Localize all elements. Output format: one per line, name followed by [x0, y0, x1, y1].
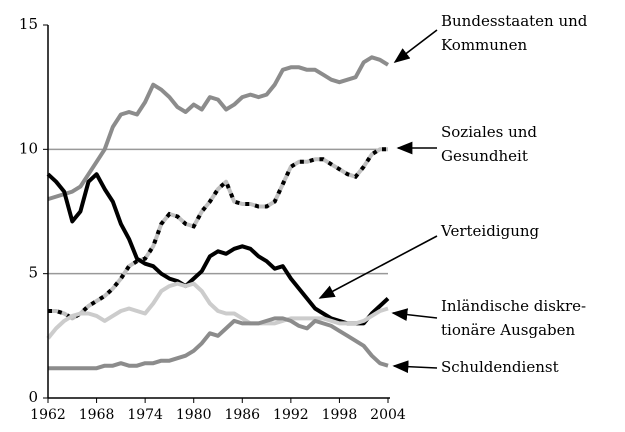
series-label: Schuldendienst — [441, 358, 559, 376]
series-label: Verteidigung — [440, 222, 540, 240]
x-tick-label: 1992 — [273, 407, 309, 423]
x-tick-label: 1974 — [127, 407, 163, 423]
labels: 0 5 10 15 1962 1968 1974 1980 1986 1992 1998 2004 Bu… — [19, 12, 588, 423]
x-tick-label: 1980 — [176, 407, 212, 423]
series-label: Bundesstaaten und — [441, 12, 588, 30]
series-label: Inländische diskre- — [441, 297, 586, 315]
arrow — [318, 235, 438, 299]
series-line — [46, 172, 390, 326]
series-label: tionäre Ausgaben — [441, 321, 575, 339]
x-tick-label: 2004 — [370, 407, 406, 423]
series-label: Kommunen — [441, 36, 527, 54]
y-tick-label: 15 — [19, 15, 38, 33]
x-tick-label: 1998 — [322, 407, 358, 423]
series-line — [47, 55, 390, 202]
x-tick-label: 1986 — [224, 407, 260, 423]
arrow — [392, 360, 438, 374]
series-line — [48, 316, 389, 371]
x-tick-label: 1968 — [79, 407, 115, 423]
lines — [46, 55, 390, 371]
series-label: Gesundheit — [441, 147, 528, 165]
series-line — [46, 281, 389, 340]
y-tick-label: 10 — [19, 139, 38, 157]
series-line-dash — [48, 147, 388, 321]
y-tick-label: 5 — [28, 264, 38, 282]
arrow — [393, 29, 438, 63]
arrow — [391, 308, 438, 321]
y-tick-label: 0 — [28, 388, 38, 406]
series-label: Soziales und — [441, 123, 537, 141]
x-tick-label: 1962 — [30, 407, 66, 423]
